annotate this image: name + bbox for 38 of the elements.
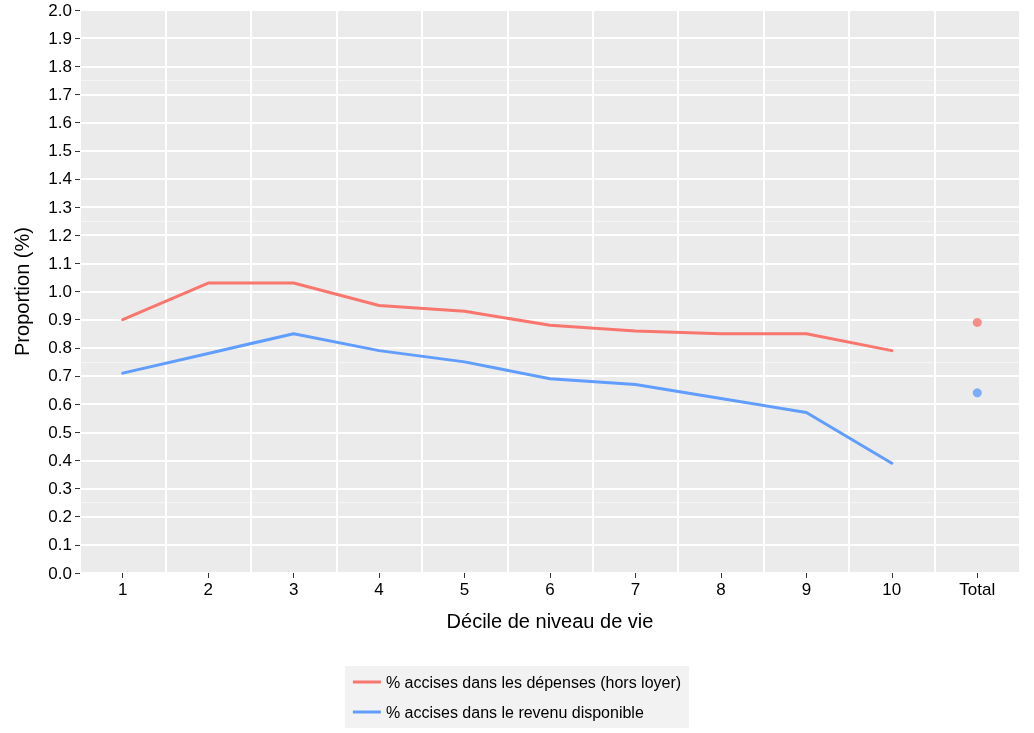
y-tick-label: 1.8	[48, 56, 72, 76]
y-tick-label: 0.1	[48, 535, 72, 555]
line-series	[121, 281, 894, 353]
y-tick-label: 1.7	[48, 84, 72, 104]
y-tick-label: 0.8	[48, 338, 72, 358]
x-axis-title: Décile de niveau de vie	[446, 610, 654, 632]
x-tick-label: 7	[630, 580, 641, 599]
x-tick-label: 6	[545, 580, 555, 599]
x-tick-label: 2	[203, 580, 213, 599]
y-tick-label: 1.6	[48, 113, 72, 133]
y-tick-label: 0.3	[48, 479, 72, 499]
x-tick-label: 4	[374, 580, 384, 599]
y-axis-title: Proportion (%)	[11, 227, 33, 356]
y-tick-label: 1.9	[48, 28, 72, 48]
line-series	[121, 332, 894, 465]
x-tick-label: 9	[801, 580, 812, 599]
y-tick-label: 0.7	[48, 366, 72, 386]
y-tick-label: 0.4	[48, 450, 72, 470]
y-tick-label: 1.2	[48, 225, 72, 245]
y-tick-label: 0.5	[48, 422, 72, 442]
y-tick-label: 1.4	[48, 169, 72, 189]
y-tick-label: 0.2	[48, 507, 72, 527]
y-tick-label: 1.0	[48, 282, 72, 301]
x-tick-label: 8	[716, 580, 726, 599]
y-tick-label: 1.1	[48, 253, 72, 273]
y-tick-label: 1.5	[48, 141, 72, 161]
x-tick-label: 10	[882, 580, 902, 599]
y-tick-label: 2.0	[48, 0, 72, 20]
legend-label: % accises dans les dépenses (hors loyer)	[385, 673, 682, 691]
x-tick-label: 1	[117, 580, 128, 599]
legend-label: % accises dans le revenu disponible	[385, 703, 644, 721]
x-tick-label: 5	[459, 580, 470, 599]
y-tick-label: 1.3	[48, 197, 72, 217]
y-tick-label: 0.6	[48, 394, 72, 414]
y-tick-label: 0.0	[48, 563, 72, 583]
y-tick-label: 0.9	[48, 310, 72, 330]
x-tick-label: 3	[288, 580, 299, 599]
x-tick-label: Total	[959, 580, 996, 599]
